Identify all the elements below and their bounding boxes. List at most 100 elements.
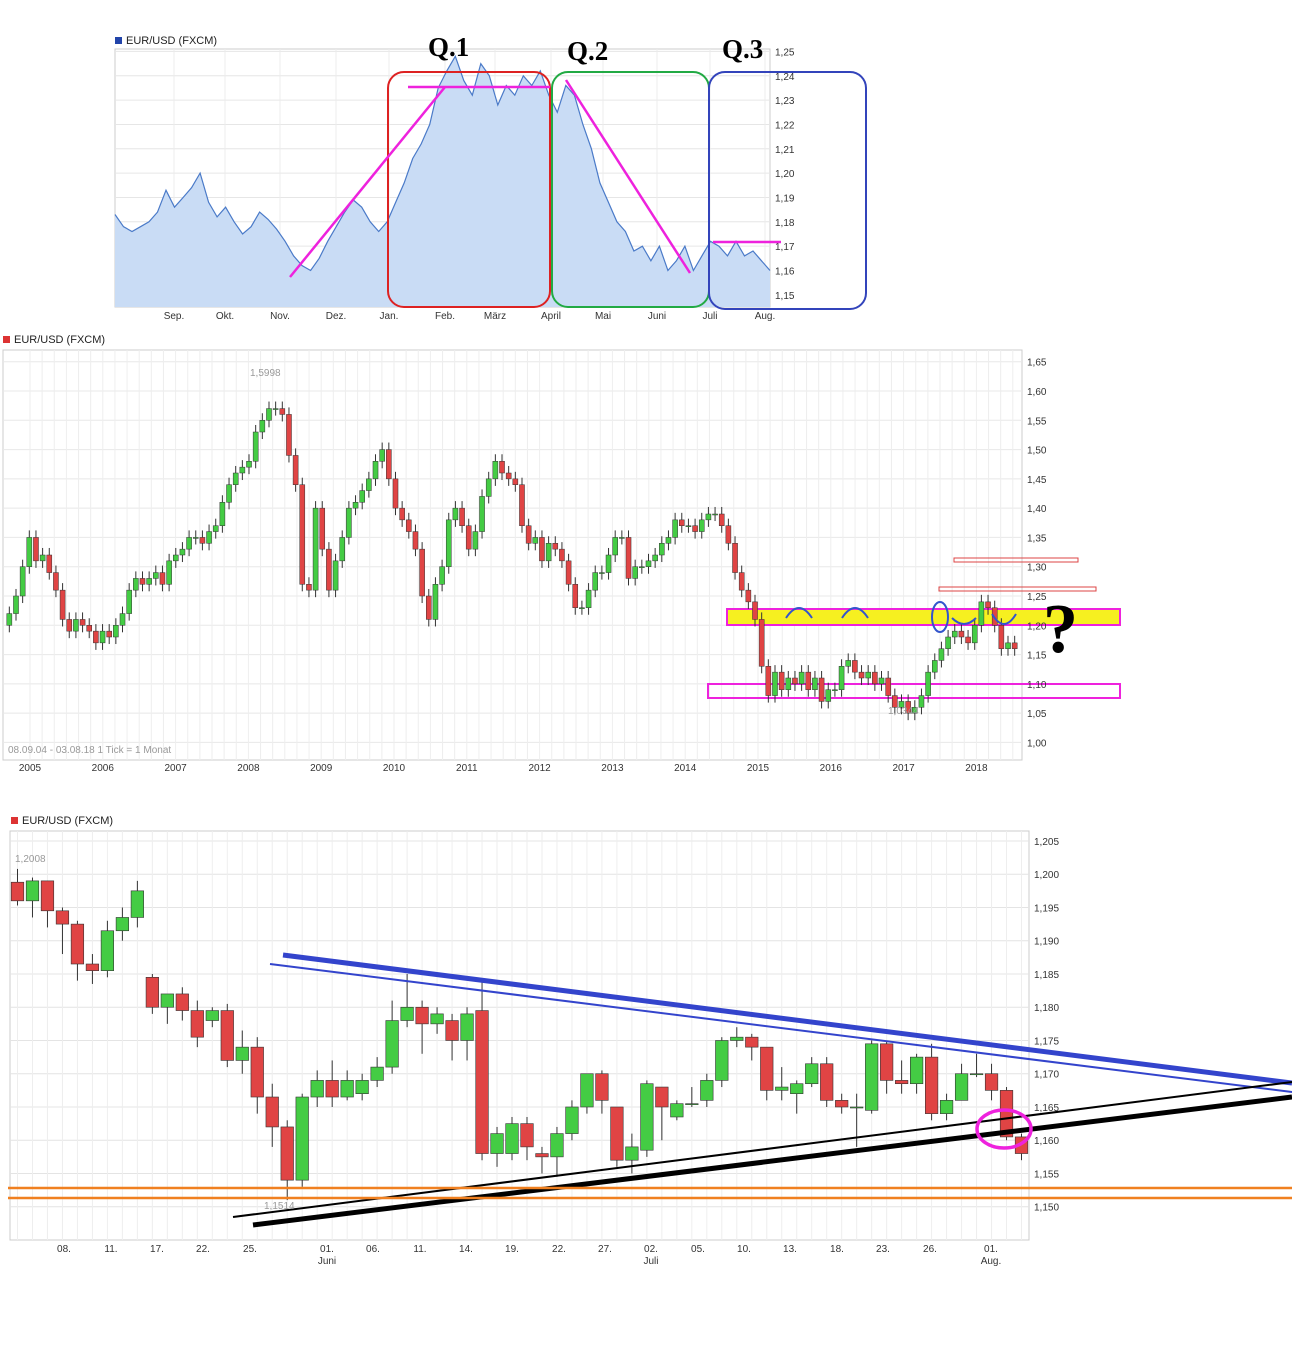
middle-candle-body [19,566,26,597]
bottom-candle-body [625,1146,639,1161]
middle-grid [3,350,1022,760]
middle-y-tick: 1,35 [1027,533,1047,544]
bottom-x-tick: 19. [505,1244,519,1255]
middle-candle-body [172,554,179,562]
q2-label: Q.2 [567,36,608,66]
bottom-y-tick: 1,205 [1034,837,1059,848]
middle-candle-body [113,625,119,638]
bottom-candle-body [670,1103,684,1118]
middle-candle-body [938,648,945,661]
middle-candle-body [612,537,618,556]
middle-y-tick: 1,00 [1027,738,1047,749]
bottom-candle-body [160,993,174,1008]
middle-x-tick: 2006 [92,763,115,774]
middle-y-tick: 1,40 [1027,504,1047,515]
top-y-axis: 1,15 1,16 1,17 1,18 1,19 1,20 1,21 1,22 1,23 1,24… [775,47,795,301]
bottom-candle-body [655,1086,669,1108]
middle-candle-body [645,560,652,567]
bottom-candle-body [175,993,189,1011]
bottom-low-label: 1,1514 [264,1201,295,1212]
bottom-candle-body [130,890,144,918]
bottom-candle-body [760,1046,774,1091]
top-x-tick: Jan. [380,311,399,322]
bottom-candle-body [715,1040,729,1081]
bottom-y-tick: 1,160 [1034,1136,1059,1147]
top-x-tick: Nov. [270,311,290,322]
bottom-y-tick: 1,175 [1034,1036,1059,1047]
middle-candle-body [585,589,592,608]
lower-trendline-thin [232,1081,1292,1218]
middle-candle-body [898,701,905,708]
bottom-candle-body [250,1046,264,1098]
middle-candle-body [339,537,346,562]
top-x-tick: Juli [702,311,717,322]
bottom-candle-body [535,1153,549,1158]
q3-label: Q.3 [722,34,763,64]
middle-candle-body [1005,642,1011,649]
middle-candle-body [59,589,66,620]
top-price-line [114,54,771,272]
middle-candle-body [625,537,632,579]
bottom-candle-body [100,930,114,971]
bottom-candle-body [700,1080,714,1101]
middle-candle-body [306,584,312,591]
bottom-candle-body [10,881,25,902]
bottom-candle-body [775,1086,789,1091]
downtrend-line [564,79,692,274]
middle-candle-body [239,466,246,474]
middle-y-tick: 1,15 [1027,651,1047,662]
middle-candle-body [998,625,1005,649]
bottom-candle-body [235,1046,249,1061]
bottom-candle-body [954,1073,969,1101]
bottom-candle-body [445,1020,459,1041]
top-y-tick: 1,23 [775,96,795,107]
middle-candle-body [718,513,725,526]
bottom-candle-body [850,1106,864,1109]
middle-candle-body [838,666,845,690]
bottom-candle-body [370,1066,384,1081]
middle-candle-body [439,566,445,585]
bottom-candle-body [430,1013,444,1025]
middle-candle-body [73,619,79,632]
middle-candle-body [179,548,186,556]
middle-candle-body [419,548,425,597]
bottom-x-tick: 17. [150,1244,164,1255]
middle-candle-body [599,572,605,574]
top-x-tick: Aug. [755,311,776,322]
bottom-y-tick: 1,165 [1034,1103,1059,1114]
middle-candle-body [692,525,698,532]
bottom-candle-body [265,1096,279,1128]
bottom-candle-body [145,977,159,1008]
middle-candle-body [832,689,838,691]
lower-trendline-thick [252,1094,1292,1228]
uptrend-line [289,86,446,278]
middle-candle-body [33,537,39,562]
middle-y-tick: 1,20 [1027,621,1047,632]
middle-candle-body [559,548,565,562]
top-y-tick: 1,22 [775,120,795,131]
middle-candle-body [279,408,286,415]
middle-x-tick: 2014 [674,763,697,774]
middle-candle-body [712,513,718,516]
middle-x-tick: 2007 [164,763,187,774]
middle-candle-body [246,461,252,468]
bottom-x-tick: 26. [923,1244,937,1255]
middle-candle-body [765,666,772,696]
bottom-x-tick: 02. [644,1244,658,1255]
q3-box [708,71,867,310]
bottom-candle-body [340,1080,354,1098]
middle-candle-body [705,513,712,521]
bottom-y-tick: 1,155 [1034,1169,1059,1180]
middle-footer: 08.09.04 - 03.08.18 1 Tick = 1 Monat [8,745,171,756]
middle-candle-body [99,630,106,644]
bottom-high-label: 1,2008 [15,854,46,865]
bottom-y-tick: 1,200 [1034,870,1059,881]
middle-candle-body [858,671,865,679]
bottom-candle-body [790,1083,804,1094]
middle-low-label: 1,0344 [888,706,919,717]
middle-candle-body [312,507,319,591]
middle-candle-body [885,677,891,696]
middle-candle-body [425,595,432,620]
top-x-tick: April [541,311,561,322]
bottom-candle-body [835,1100,849,1108]
